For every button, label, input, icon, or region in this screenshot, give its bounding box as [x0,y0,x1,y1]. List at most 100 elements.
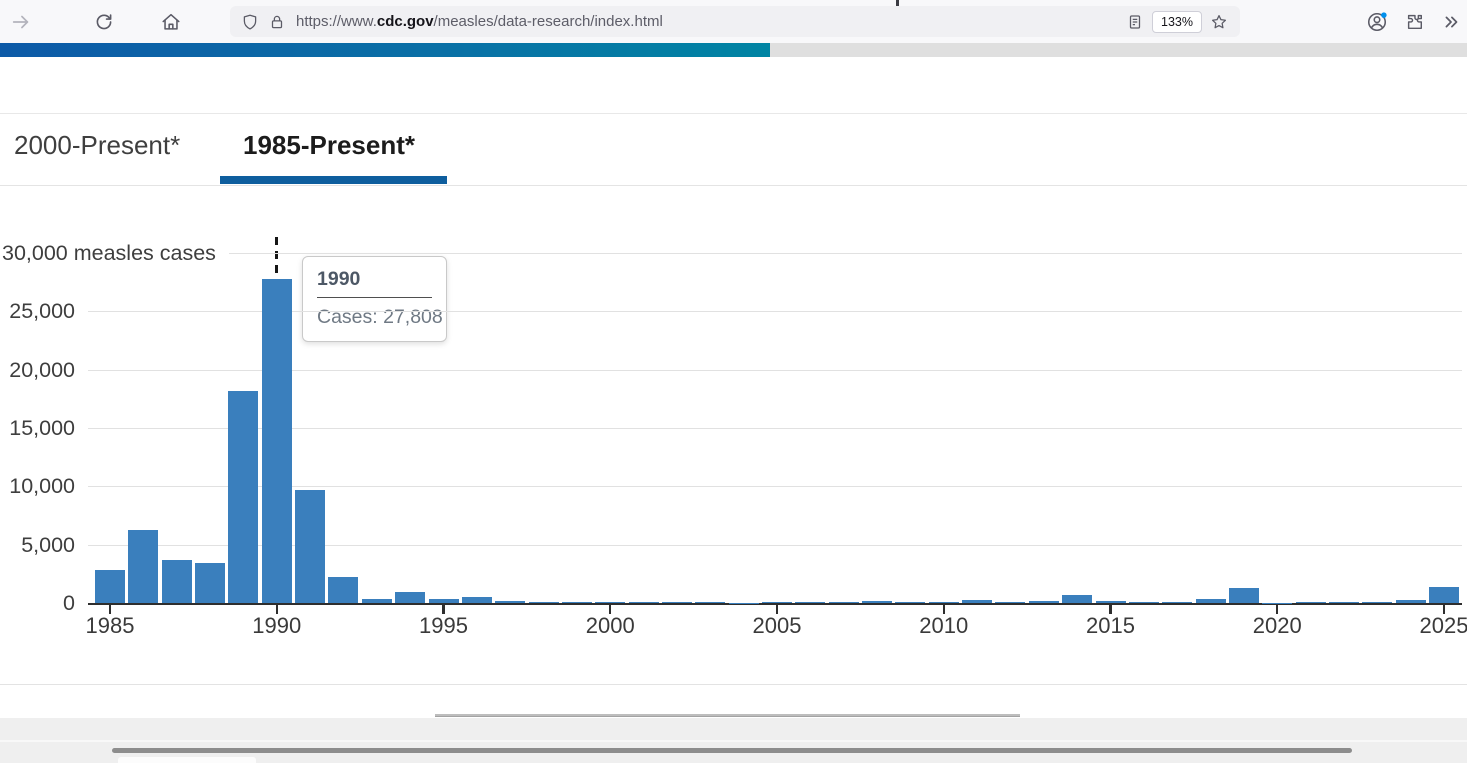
bar-1988[interactable] [195,563,226,603]
bar-1997[interactable] [495,601,526,603]
bar-1999[interactable] [561,601,592,603]
tab-2000-present[interactable]: 2000-Present* [14,130,181,160]
bar-1990[interactable] [261,278,292,603]
bottom-band-divider [0,740,1467,742]
x-tick-label-2020: 2020 [1252,613,1302,638]
chart-scrollbar[interactable] [435,714,1020,717]
chart-tooltip: 1990 Cases: 27,808 [302,256,447,342]
next-section-peek [118,757,256,763]
url-domain: cdc.gov [376,13,434,30]
bar-1998[interactable] [528,601,559,603]
bar-1986[interactable] [128,529,159,603]
divider-tabs [0,185,1467,186]
x-tick-label-2000: 2000 [585,613,635,638]
lock-icon[interactable] [268,13,286,31]
url-text: https://www.cdc.gov/measles/data-researc… [296,13,663,30]
bar-1995[interactable] [428,599,459,603]
overflow-chevrons-icon[interactable] [1440,11,1462,33]
page-horizontal-scrollbar[interactable] [112,748,1352,753]
bar-2019[interactable] [1228,588,1259,603]
bar-2021[interactable] [1295,602,1326,603]
reload-icon[interactable] [93,11,115,33]
divider-top [0,113,1467,114]
bar-2015[interactable] [1095,600,1126,603]
tooltip-year: 1990 [317,268,361,290]
y-tick-label-30000: 30,000 measles cases [2,241,216,265]
cdc-banner-strip [0,43,1467,57]
forward-icon[interactable] [10,11,32,33]
browser-toolbar: https://www.cdc.gov/measles/data-researc… [0,0,1467,43]
bar-2024[interactable] [1395,599,1426,603]
bar-2018[interactable] [1195,598,1226,603]
y-tick-label-15000: 15,000 [9,416,75,440]
gridline-10000 [88,486,1462,488]
bar-2009[interactable] [895,602,926,603]
x-tick-label-2010: 2010 [919,613,969,638]
tabstrip-caret-artifact [896,0,899,6]
shield-icon[interactable] [241,13,259,31]
bar-2006[interactable] [795,602,826,603]
y-tick-label-10000: 10,000 [9,474,75,499]
bar-2008[interactable] [862,601,893,603]
bar-2017[interactable] [1162,601,1193,603]
bar-2000[interactable] [595,601,626,603]
cdc-banner-gradient [0,43,770,57]
bar-2023[interactable] [1362,602,1393,603]
url-bar[interactable]: https://www.cdc.gov/measles/data-researc… [230,6,1240,37]
bar-2014[interactable] [1062,595,1093,603]
bar-1992[interactable] [328,576,359,603]
bar-2005[interactable] [762,602,792,603]
divider-chart-bottom [0,684,1467,685]
bar-2022[interactable] [1328,601,1359,603]
x-tick-2015 [1109,605,1112,614]
bar-2012[interactable] [995,602,1026,603]
bar-1987[interactable] [161,560,192,603]
bar-1985[interactable] [95,570,125,603]
bar-2025[interactable] [1429,587,1459,603]
tooltip-cases: Cases: 27,808 [317,306,443,328]
bar-2003[interactable] [695,602,726,603]
x-tick-1985 [108,605,112,614]
tab-1985-present[interactable]: 1985-Present* [243,130,415,160]
y-tick-label-0: 0 [63,591,75,615]
zoom-level-badge[interactable]: 133% [1152,10,1202,33]
x-tick-2005 [775,605,779,614]
bar-2016[interactable] [1128,601,1159,603]
x-tick-label-2025: 2025 [1419,613,1467,638]
bar-1991[interactable] [295,490,326,603]
y-tick-label-20000: 20,000 [9,357,75,382]
x-tick-label-1985: 1985 [85,613,135,638]
x-axis-line [88,603,1462,606]
gridline-15000 [88,428,1462,429]
bar-2010[interactable] [928,602,959,603]
bar-2013[interactable] [1028,600,1059,603]
bar-2002[interactable] [661,602,692,603]
bar-2004[interactable] [728,602,759,603]
bar-2020[interactable] [1262,602,1293,603]
bar-2007[interactable] [828,602,859,603]
bookmark-star-icon[interactable] [1210,13,1228,31]
x-tick-label-1995: 1995 [419,613,468,638]
bar-1989[interactable] [228,390,259,603]
gridline-5000 [88,544,1462,546]
account-icon[interactable] [1366,11,1388,33]
y-tick-label-25000: 25,000 [9,299,75,324]
x-tick-2025 [1442,605,1446,614]
active-tab-underline [220,176,447,184]
reader-view-icon[interactable] [1126,13,1144,31]
home-icon[interactable] [160,11,182,33]
x-tick-label-2005: 2005 [752,613,802,638]
bar-1993[interactable] [361,599,392,603]
bar-1994[interactable] [395,591,426,603]
bar-1996[interactable] [461,597,492,603]
gridline-25000 [88,311,1462,313]
gridline-20000 [88,369,1462,371]
x-tick-1990 [275,605,278,614]
x-tick-2020 [1276,605,1279,614]
x-tick-label-1990: 1990 [252,613,302,638]
bar-2011[interactable] [962,600,993,603]
tooltip-divider [317,297,432,298]
bar-2001[interactable] [628,601,659,603]
extensions-puzzle-icon[interactable] [1404,11,1426,33]
